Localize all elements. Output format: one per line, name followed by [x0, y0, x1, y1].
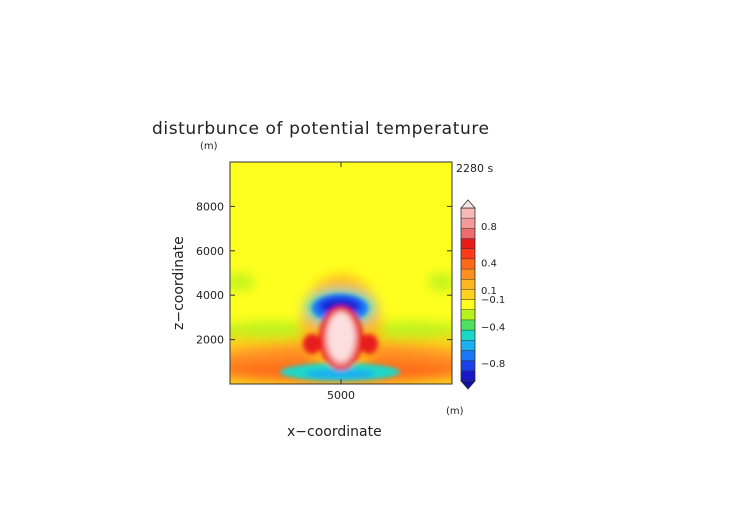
colorbar-extend-min	[460, 380, 476, 390]
colorbar-tick-label: 0.1	[481, 286, 497, 297]
cold-base-inner	[305, 369, 375, 379]
colorbar-extend-max	[460, 199, 476, 209]
field-sharp-layers	[280, 294, 400, 381]
colorbar-band	[461, 248, 475, 260]
time-label: 2280 s	[456, 162, 493, 175]
colorbar-band	[461, 258, 475, 270]
colorbar-band	[461, 340, 475, 351]
heatmap-field	[230, 162, 452, 384]
colorbar-band	[461, 370, 475, 382]
colorbar-band	[461, 309, 475, 321]
x-axis-title: x−coordinate	[287, 424, 382, 440]
y-tick-label: 8000	[196, 200, 224, 213]
y-tick-label: 4000	[196, 289, 224, 302]
y-axis-title: z−coordinate	[171, 236, 187, 330]
colorbar-band	[461, 208, 475, 219]
colorbar-band	[461, 289, 475, 300]
colorbar-band	[461, 279, 475, 290]
y-tick-label: 2000	[196, 334, 224, 347]
warm-knob-left	[303, 334, 321, 354]
colorbar-tick-label: −0.4	[481, 322, 505, 333]
colorbar-band	[461, 299, 475, 311]
colorbar-tick-label: −0.1	[481, 295, 505, 306]
side-cell-right	[428, 274, 452, 290]
chart-title: disturbunce of potential temperature	[152, 119, 490, 139]
colorbar: 0.8 0.4 0.1−0.1 −0.4 −0.8	[460, 199, 505, 390]
colorbar-tick-label: 0.4	[481, 259, 497, 270]
colorbar-band	[461, 228, 475, 239]
colorbar-band	[461, 330, 475, 341]
x-tick-label: 5000	[327, 389, 355, 402]
side-cell-left	[230, 274, 254, 290]
colorbar-band	[461, 360, 475, 372]
x-unit-label: (m)	[446, 406, 464, 417]
warm-knob-right	[360, 334, 378, 354]
y-tick-label: 6000	[196, 245, 224, 258]
colorbar-band	[461, 350, 475, 362]
colorbar-band	[461, 319, 475, 331]
colorbar-tick-label: −0.8	[481, 359, 505, 370]
y-unit-label: (m)	[200, 141, 218, 152]
colorbar-band	[461, 269, 475, 280]
colorbar-band	[461, 238, 475, 250]
axes: 5000 2000 4000 6000 8000	[196, 162, 452, 402]
colorbar-tick-label: 0.8	[481, 222, 497, 233]
plume-core	[328, 313, 354, 361]
colorbar-band	[461, 218, 475, 229]
